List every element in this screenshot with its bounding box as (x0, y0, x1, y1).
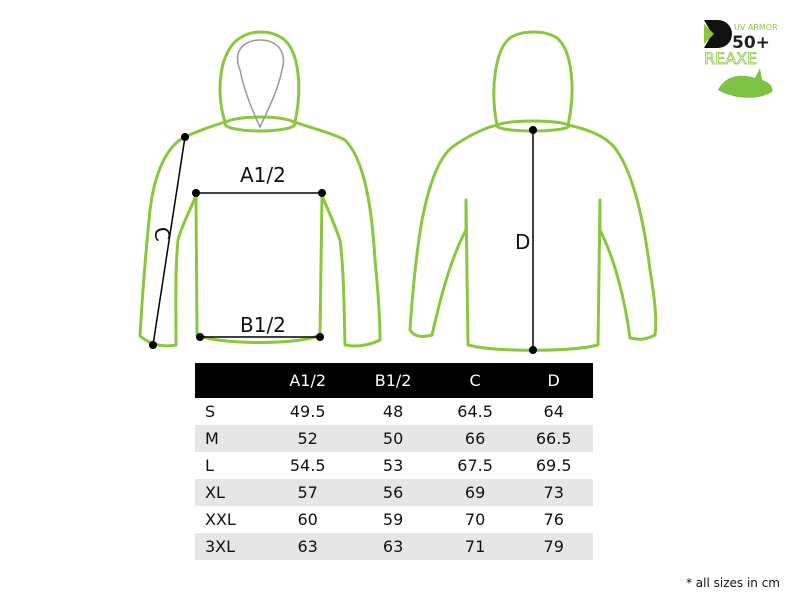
value-cell: 50 (350, 425, 436, 452)
size-cell: S (205, 402, 216, 421)
measure-point (181, 133, 189, 141)
hood-inner-outline (236, 39, 285, 129)
value-cell: 53 (382, 456, 404, 475)
header-cell: D (514, 363, 593, 398)
measure-point (192, 189, 200, 197)
d-logo-icon (704, 20, 732, 48)
value-cell: 60 (297, 510, 318, 529)
table-row: 3XL 63 63 71 79 (195, 533, 593, 560)
value-cell: 69.5 (535, 456, 572, 475)
measure-point (316, 333, 324, 341)
header-cell: C (435, 363, 515, 398)
table-row: XXL 60 59 70 76 (195, 506, 593, 533)
label-d: D (515, 230, 531, 254)
value-cell: 66.5 (514, 425, 593, 452)
value-cell: 64.5 (457, 402, 493, 421)
value-cell: 63 (350, 533, 436, 560)
svg-text:UV ARMOR: UV ARMOR (734, 23, 778, 32)
header-cell (195, 363, 265, 398)
header-cell: A1/2 (265, 363, 351, 398)
value-cell: 52 (265, 425, 351, 452)
value-cell: 59 (382, 510, 404, 529)
back-hoodie-outline (408, 30, 658, 352)
svg-text:50+: 50+ (732, 33, 770, 53)
footnote: * all sizes in cm (685, 576, 780, 590)
size-table: A1/2 B1/2 C D S 49.5 48 64.5 64 M 52 50 66 66.5 L 5… (195, 363, 593, 560)
value-cell: 54.5 (289, 456, 326, 475)
size-cell: M (195, 425, 265, 452)
measure-point (529, 346, 537, 354)
size-cell: XL (195, 479, 265, 506)
value-cell: 79 (514, 533, 593, 560)
value-cell: 76 (543, 510, 564, 529)
table-row: L 54.5 53 67.5 69.5 (195, 452, 593, 479)
value-cell: 73 (514, 479, 593, 506)
measure-point (196, 333, 204, 341)
measure-point (149, 341, 157, 349)
table-row: XL 57 56 69 73 (195, 479, 593, 506)
value-cell: 71 (435, 533, 515, 560)
value-cell: 56 (350, 479, 436, 506)
value-cell: 63 (265, 533, 351, 560)
measure-point (318, 189, 326, 197)
fish-logo-icon (718, 68, 773, 98)
value-cell: 66 (435, 425, 515, 452)
brand-logo: UV ARMOR 50+ REAXE (700, 18, 790, 103)
value-cell: 64 (543, 402, 564, 421)
table-header-row: A1/2 B1/2 C D (195, 363, 593, 398)
measure-line-c (152, 136, 186, 346)
svg-text:REAXE: REAXE (704, 49, 757, 68)
size-cell: XXL (205, 510, 236, 529)
value-cell: 70 (464, 510, 486, 529)
value-cell: 57 (265, 479, 351, 506)
value-cell: 48 (382, 402, 404, 421)
value-cell: 67.5 (457, 456, 493, 475)
label-b: B1/2 (240, 313, 286, 337)
front-collar (223, 115, 297, 133)
table-row: S 49.5 48 64.5 64 (195, 398, 593, 425)
header-cell: B1/2 (350, 363, 436, 398)
table-row: M 52 50 66 66.5 (195, 425, 593, 452)
front-hoodie-outline (138, 30, 382, 348)
measure-point (529, 126, 537, 134)
size-cell: L (205, 456, 214, 475)
value-cell: 49.5 (289, 402, 326, 421)
value-cell: 69 (435, 479, 515, 506)
label-a: A1/2 (240, 163, 286, 187)
size-cell: 3XL (195, 533, 265, 560)
